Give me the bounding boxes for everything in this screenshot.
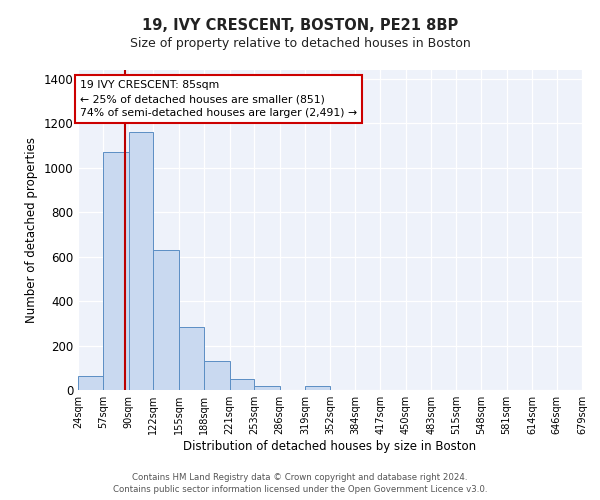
Text: Contains public sector information licensed under the Open Government Licence v3: Contains public sector information licen…: [113, 485, 487, 494]
Bar: [103, 152, 129, 390]
Bar: [254, 386, 280, 390]
Y-axis label: Number of detached properties: Number of detached properties: [25, 137, 38, 323]
Bar: [154, 250, 179, 390]
Text: 19, IVY CRESCENT, BOSTON, PE21 8BP: 19, IVY CRESCENT, BOSTON, PE21 8BP: [142, 18, 458, 32]
Bar: [129, 132, 154, 390]
Text: 19 IVY CRESCENT: 85sqm
← 25% of detached houses are smaller (851)
74% of semi-de: 19 IVY CRESCENT: 85sqm ← 25% of detached…: [80, 80, 358, 118]
Bar: [204, 361, 230, 390]
Bar: [78, 376, 103, 390]
Bar: [305, 386, 331, 390]
Text: Size of property relative to detached houses in Boston: Size of property relative to detached ho…: [130, 38, 470, 51]
X-axis label: Distribution of detached houses by size in Boston: Distribution of detached houses by size …: [184, 440, 476, 453]
Text: Contains HM Land Registry data © Crown copyright and database right 2024.: Contains HM Land Registry data © Crown c…: [132, 472, 468, 482]
Bar: [179, 326, 204, 390]
Bar: [230, 380, 254, 390]
